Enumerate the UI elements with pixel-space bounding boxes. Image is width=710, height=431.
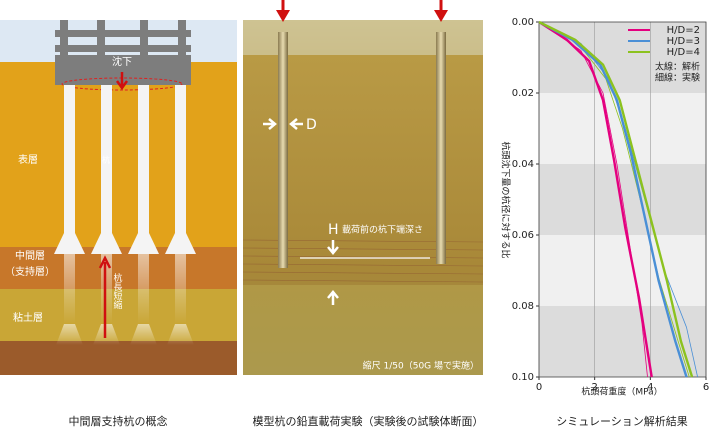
model-pile — [278, 32, 288, 268]
piles — [54, 85, 196, 345]
analysis-line — [538, 20, 653, 378]
x-tick-label: 4 — [647, 382, 653, 393]
legend-label: H/D=4 — [667, 47, 700, 58]
support-layer-label: （支持層） — [5, 265, 55, 278]
shortening-label: 杭長短縮 — [112, 272, 123, 310]
x-tick-label: 0 — [536, 382, 542, 393]
chart: シミュレーション解析結果 杭頭荷重度（MPa） 杭頭沈下量の杭径に対する比 0.… — [500, 17, 710, 428]
experiment-photo: D H 載荷前の杭下端深さ 縮尺 1/50（50G 場で実施） 模型杭の鉛直載荷… — [242, 0, 484, 428]
diameter-arrow — [263, 118, 277, 130]
y-tick-label: 0.10 — [512, 372, 534, 383]
model-pile — [436, 32, 446, 264]
analysis-line — [538, 20, 688, 378]
depth-label: 載荷前の杭下端深さ — [342, 224, 423, 236]
load-arrow — [276, 10, 290, 22]
diameter-label: D — [306, 117, 317, 133]
surface-layer — [0, 62, 237, 247]
x-axis-label: 杭頭荷重度（MPa） — [581, 386, 662, 398]
y-tick-label: 0.08 — [512, 301, 534, 312]
x-tick-label: 2 — [591, 382, 597, 393]
clay-layer-label: 粘土層 — [13, 311, 43, 324]
x-tick-label: 6 — [703, 382, 709, 393]
load-arrow — [434, 10, 448, 22]
plot-frame — [538, 21, 707, 378]
grid-band — [539, 235, 706, 306]
middle-layer-label: 中間層 — [15, 249, 45, 262]
y-axis-label: 杭頭沈下量の杭径に対する比 — [500, 141, 512, 258]
pile-cap-frame — [55, 20, 191, 85]
shortening-arrow — [98, 255, 112, 338]
settlement-label: 沈下 — [112, 55, 132, 68]
caption: シミュレーション解析結果 — [556, 414, 688, 428]
depth-arrow — [327, 240, 339, 255]
settlement-arrow — [115, 72, 129, 91]
legend-note: 細線：実験 — [655, 72, 700, 84]
caption: 模型杭の鉛直載荷実験（実験後の試験体断面） — [253, 414, 484, 428]
legend-note: 太線：解析 — [655, 61, 700, 73]
grid-band — [539, 22, 706, 93]
y-tick-label: 0.04 — [512, 159, 534, 170]
analysis-line — [538, 20, 694, 378]
surface-layer-label: 表層 — [18, 153, 38, 166]
y-tick-label: 0.06 — [512, 230, 534, 241]
clay-layer — [0, 289, 237, 341]
y-tick-label: 0.02 — [512, 88, 534, 99]
caption: 中間層支持杭の概念 — [69, 414, 168, 428]
legend-label: H/D=3 — [667, 36, 700, 47]
pile-label: 杭 — [102, 155, 110, 165]
y-tick-label: 0.00 — [512, 17, 534, 28]
clay-section — [243, 285, 483, 375]
legend-label: H/D=2 — [667, 25, 700, 36]
scale-note: 縮尺 1/50（50G 場で実施） — [363, 360, 479, 372]
depth-symbol: H — [328, 222, 339, 238]
depth-arrow — [327, 290, 339, 305]
concept-diagram: 沈下 杭 表層 中間層 （支持層） 粘土層 杭長短縮 中間層支持杭の概念 — [0, 20, 237, 428]
diameter-arrow — [289, 118, 303, 130]
bottom-layer — [0, 341, 237, 375]
